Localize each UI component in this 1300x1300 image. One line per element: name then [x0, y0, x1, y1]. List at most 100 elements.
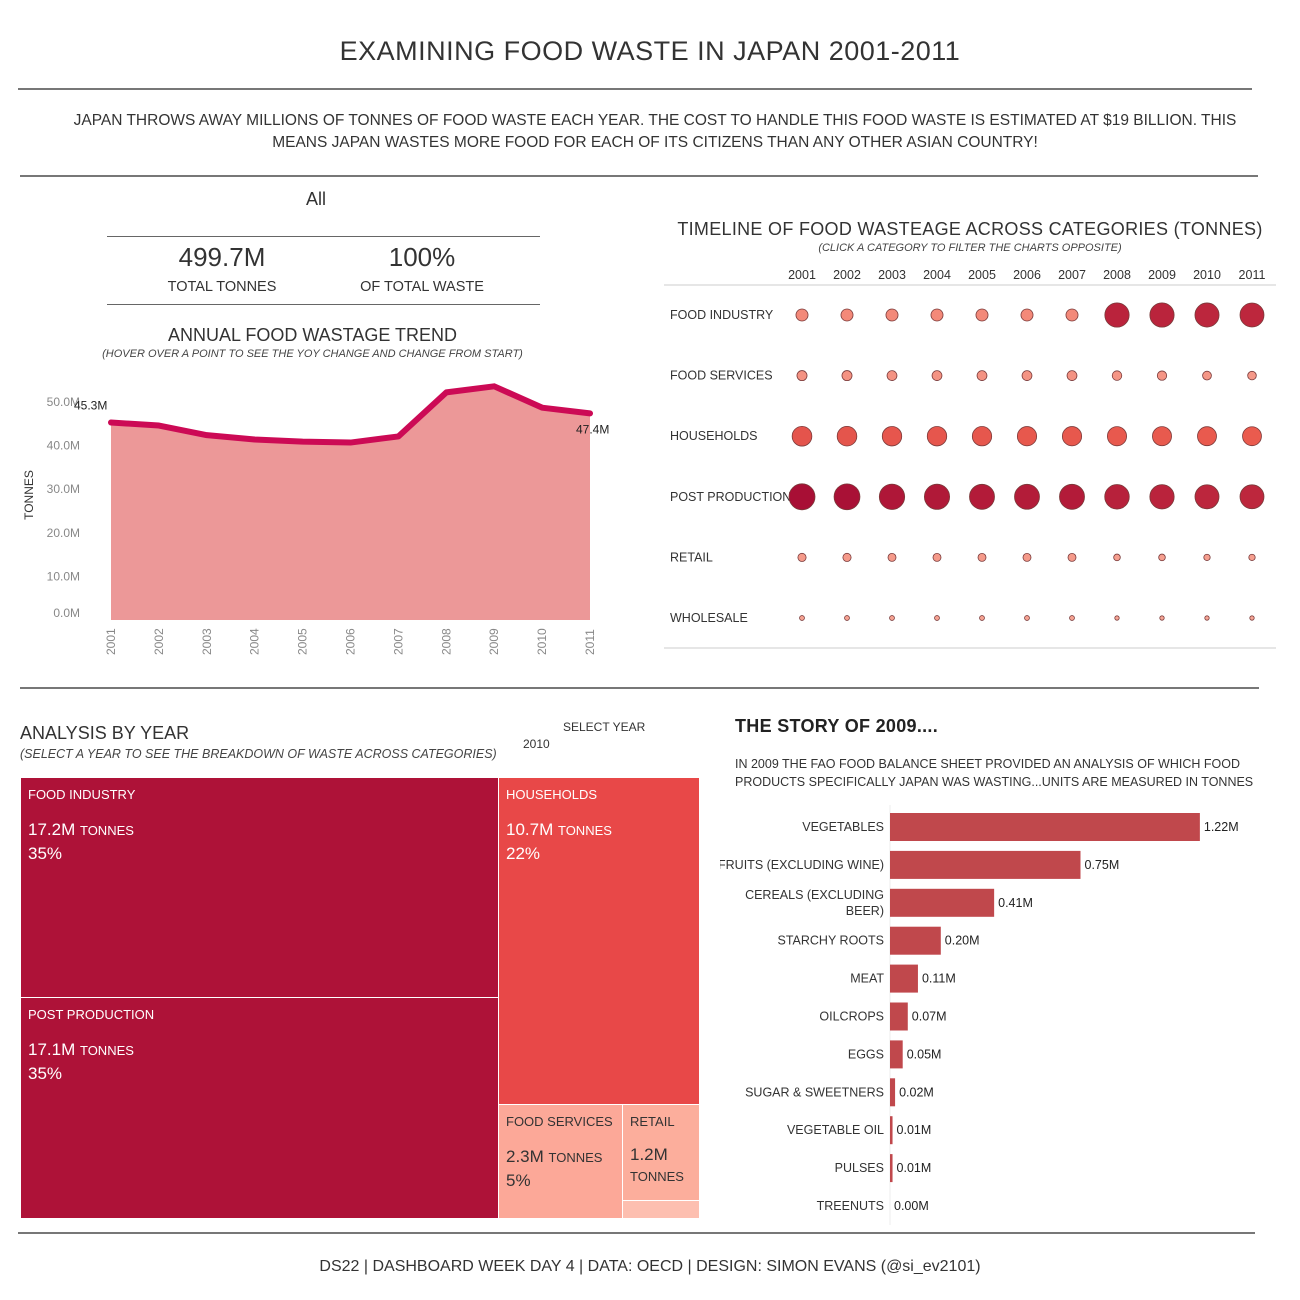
bubble[interactable]	[881, 426, 903, 447]
data-point[interactable]	[585, 408, 595, 418]
bubble[interactable]	[796, 370, 808, 382]
bubble[interactable]	[842, 552, 852, 562]
bar[interactable]	[890, 1040, 903, 1069]
bubble[interactable]	[977, 552, 987, 562]
bubble[interactable]	[1059, 483, 1085, 510]
bubble[interactable]	[1204, 615, 1210, 621]
treemap-households[interactable]: HOUSEHOLDS 10.7M TONNES 22%	[498, 777, 700, 1105]
select-year-dropdown[interactable]: 2010	[523, 737, 550, 751]
bubble[interactable]	[1014, 483, 1040, 510]
bubble[interactable]	[799, 615, 805, 621]
category-label[interactable]: HOUSEHOLDS	[670, 429, 758, 443]
category-label[interactable]: POST PRODUCTION	[670, 490, 791, 504]
bubble[interactable]	[1158, 553, 1166, 562]
bubble[interactable]	[931, 370, 943, 381]
bubble[interactable]	[836, 425, 858, 447]
treemap-food-industry[interactable]: FOOD INDUSTRY 17.2M TONNES 35%	[20, 777, 499, 998]
category-label[interactable]: RETAIL	[670, 550, 713, 564]
bubble[interactable]	[1104, 302, 1130, 328]
bubble[interactable]	[788, 483, 816, 511]
bar[interactable]	[890, 850, 1081, 879]
data-point[interactable]	[202, 430, 212, 440]
bubble[interactable]	[1104, 484, 1130, 510]
story-bar-chart[interactable]: VEGETABLES 1.22M FRUITS (EXCLUDING WINE) 0.…	[720, 800, 1280, 1230]
data-point[interactable]	[441, 387, 451, 397]
data-point[interactable]	[154, 421, 164, 431]
bubble[interactable]	[1149, 484, 1175, 510]
bubble[interactable]	[932, 552, 942, 562]
bubble[interactable]	[969, 483, 995, 510]
data-point[interactable]	[106, 417, 116, 427]
bar[interactable]	[890, 888, 995, 917]
bubble[interactable]	[795, 308, 809, 322]
bar[interactable]	[890, 813, 1200, 841]
treemap-retail[interactable]: RETAIL 1.2M TONNES	[622, 1104, 700, 1201]
treemap-food-services[interactable]: FOOD SERVICES 2.3M TONNES 5%	[498, 1104, 623, 1219]
bubble[interactable]	[1111, 370, 1123, 381]
bubble[interactable]	[1248, 553, 1256, 561]
bubble[interactable]	[1066, 370, 1078, 381]
treemap-wholesale[interactable]	[622, 1200, 700, 1219]
bubble[interactable]	[1194, 302, 1220, 328]
bubble[interactable]	[841, 370, 853, 382]
bubble[interactable]	[930, 308, 944, 322]
bubble[interactable]	[1113, 553, 1121, 562]
bubble[interactable]	[1067, 552, 1077, 562]
bubble[interactable]	[1249, 615, 1255, 621]
bubble[interactable]	[1061, 426, 1083, 447]
data-point[interactable]	[489, 381, 499, 391]
bubble[interactable]	[1197, 426, 1217, 447]
bubble[interactable]	[797, 552, 807, 562]
bubble[interactable]	[1247, 370, 1257, 381]
data-point[interactable]	[346, 438, 356, 448]
bubble[interactable]	[1016, 426, 1038, 447]
bar[interactable]	[890, 1078, 896, 1107]
data-point[interactable]	[393, 431, 403, 441]
bubble[interactable]	[1242, 426, 1262, 447]
bubble[interactable]	[886, 370, 898, 381]
bubble[interactable]	[791, 425, 813, 447]
bubble[interactable]	[1203, 553, 1211, 561]
bubble[interactable]	[1065, 308, 1079, 322]
bar[interactable]	[890, 1116, 893, 1145]
data-point[interactable]	[298, 437, 308, 447]
bubble[interactable]	[1024, 615, 1030, 621]
bubble[interactable]	[976, 370, 988, 381]
bubble[interactable]	[887, 552, 897, 562]
bubble[interactable]	[934, 615, 940, 621]
bubble[interactable]	[979, 615, 985, 621]
bubble[interactable]	[1020, 308, 1034, 322]
bar[interactable]	[890, 926, 941, 955]
bubble[interactable]	[971, 426, 993, 447]
bubble[interactable]	[878, 483, 906, 510]
bar[interactable]	[890, 964, 918, 993]
bubble[interactable]	[1152, 426, 1172, 447]
bubble[interactable]	[1022, 552, 1032, 562]
treemap-post-production[interactable]: POST PRODUCTION 17.1M TONNES 35%	[20, 997, 499, 1219]
category-label[interactable]: FOOD INDUSTRY	[670, 308, 774, 322]
timeline-bubble-chart[interactable]: 2001 2002 2003 2004 2005 2006 2007 2008 2009 2010…	[660, 260, 1280, 655]
bubble[interactable]	[975, 308, 989, 322]
bubble[interactable]	[1159, 615, 1165, 621]
data-point[interactable]	[250, 434, 260, 444]
bubble[interactable]	[889, 615, 895, 621]
bar[interactable]	[890, 1002, 908, 1031]
trend-area-chart[interactable]: 0.0M 10.0M 20.0M 30.0M 40.0M 50.0M TONNES 2001 2…	[0, 370, 650, 670]
bubble[interactable]	[1239, 302, 1265, 328]
bubble[interactable]	[833, 483, 861, 511]
bubble[interactable]	[885, 308, 899, 322]
bubble[interactable]	[840, 308, 854, 322]
bubble[interactable]	[1107, 426, 1127, 447]
bubble[interactable]	[844, 615, 850, 621]
bubble[interactable]	[926, 426, 948, 447]
bar[interactable]	[890, 1154, 893, 1183]
bubble[interactable]	[1149, 302, 1175, 328]
bubble[interactable]	[923, 483, 951, 510]
category-label[interactable]: WHOLESALE	[670, 611, 748, 625]
bubble[interactable]	[1021, 370, 1033, 381]
bubble[interactable]	[1202, 370, 1212, 381]
bubble[interactable]	[1194, 484, 1220, 510]
data-point[interactable]	[537, 403, 547, 413]
bubble[interactable]	[1239, 484, 1265, 510]
bubble[interactable]	[1114, 615, 1120, 621]
